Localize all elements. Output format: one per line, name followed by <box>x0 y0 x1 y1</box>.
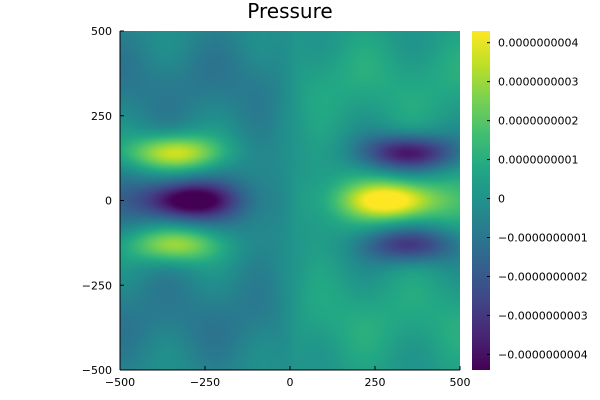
colorbar-tick-label: −0.0000000001 <box>498 232 588 245</box>
colorbar-tick-label: −0.0000000003 <box>498 309 588 322</box>
chart-title: Pressure <box>247 0 332 23</box>
y-tick-label: 500 <box>91 25 112 38</box>
heatmap-image <box>120 31 460 370</box>
colorbar-tick-label: 0.0000000002 <box>498 115 578 128</box>
colorbar-tick-label: 0.0000000003 <box>498 76 578 89</box>
colorbar-tick-label: 0.0000000004 <box>498 37 578 50</box>
x-tick-label: 0 <box>287 376 294 389</box>
x-axis: −500 −250 0 250 500 <box>105 366 471 389</box>
x-tick-label: −250 <box>190 376 220 389</box>
y-tick-label: −500 <box>82 364 112 377</box>
plot-area <box>120 31 460 370</box>
x-tick-label: 500 <box>450 376 471 389</box>
colorbar-tick-label: 0.0000000001 <box>498 154 578 167</box>
x-tick-label: −500 <box>105 376 135 389</box>
y-tick-label: −250 <box>82 279 112 292</box>
x-tick-label: 250 <box>365 376 386 389</box>
colorbar-tick-label: −0.0000000002 <box>498 270 588 283</box>
colorbar-tick-label: −0.0000000004 <box>498 348 588 361</box>
colorbar-gradient <box>472 31 490 370</box>
y-tick-label: 250 <box>91 110 112 123</box>
y-tick-label: 0 <box>105 195 112 208</box>
colorbar-tick-label: 0 <box>498 193 505 206</box>
colorbar: 0.0000000004 0.0000000003 0.0000000002 0.00… <box>472 31 588 370</box>
y-axis: −500 −250 0 250 500 <box>82 25 124 377</box>
